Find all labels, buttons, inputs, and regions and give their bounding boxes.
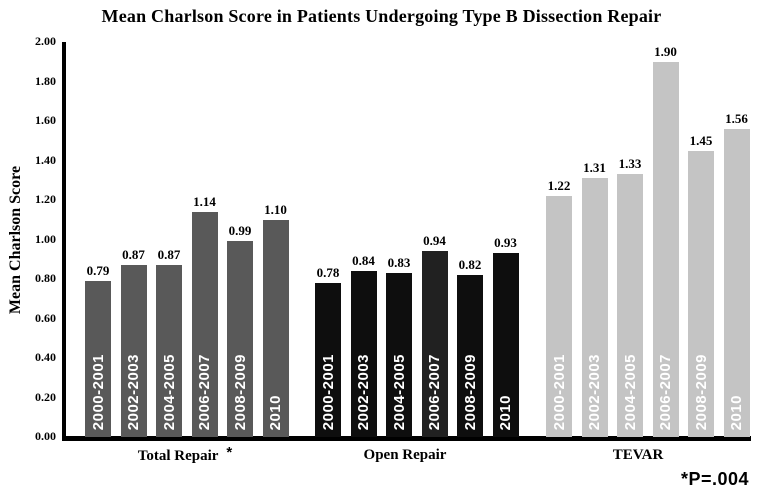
bar-category-label: 2008-2009 xyxy=(461,353,479,430)
bar-value-label: 1.33 xyxy=(618,156,642,172)
bar-category-label-wrap: 2010 xyxy=(263,395,289,430)
bar-category-label: 2006-2007 xyxy=(196,353,213,430)
bar-category-label: 2000-2001 xyxy=(550,353,568,430)
bar-value-label: 0.94 xyxy=(423,233,446,249)
y-tick-label: 1.40 xyxy=(35,152,56,167)
y-tick-label: 0.40 xyxy=(35,350,56,365)
x-axis-line xyxy=(62,436,751,441)
y-tick-label: 1.00 xyxy=(35,231,56,246)
bar-category-label-wrap: 2002-2003 xyxy=(582,354,608,430)
bar-category-label-wrap: 2008-2009 xyxy=(688,354,714,430)
significance-asterisk: * xyxy=(226,444,233,461)
bar-value-label: 1.22 xyxy=(547,178,571,194)
y-tick-label: 1.60 xyxy=(35,113,56,128)
bar: 2008-2009 xyxy=(457,275,483,437)
group-label-text: TEVAR xyxy=(612,447,664,463)
bar-category-label-wrap: 2002-2003 xyxy=(121,354,147,430)
bar-category-label: 2002-2003 xyxy=(586,353,603,430)
bar-category-label: 2000-2001 xyxy=(89,353,107,430)
y-tick-label: 0.00 xyxy=(35,429,56,444)
bar-value-label: 0.79 xyxy=(86,262,110,278)
bar: 2002-2003 xyxy=(581,178,608,437)
bar: 2000-2001 xyxy=(85,280,111,437)
bar-category-label: 2000-2001 xyxy=(319,353,337,430)
bar-category-label-wrap: 2008-2009 xyxy=(227,354,253,430)
group-label-text: Open Repair xyxy=(363,447,447,463)
bar: 2010 xyxy=(723,128,750,437)
bar-value-label: 1.45 xyxy=(689,132,713,148)
y-tick-label: 0.20 xyxy=(35,389,56,404)
bar: 2000-2001 xyxy=(546,196,572,437)
bar-category-label: 2002-2003 xyxy=(125,353,142,430)
bar: 2006-2007 xyxy=(421,251,448,437)
bar-category-label: 2004-2005 xyxy=(621,353,639,430)
bar-category-label-wrap: 2004-2005 xyxy=(386,354,412,430)
bar-category-label: 2008-2009 xyxy=(692,353,710,430)
bar-value-label: 0.93 xyxy=(494,235,517,251)
bar-category-label-wrap: 2010 xyxy=(724,395,750,430)
bar: 2008-2009 xyxy=(227,241,253,437)
y-tick-label: 2.00 xyxy=(35,34,56,49)
bar-category-label: 2006-2007 xyxy=(426,353,443,430)
bar-category-label: 2006-2007 xyxy=(657,353,674,430)
p-value-footnote: *P=.004 xyxy=(680,469,749,489)
y-tick-label: 1.20 xyxy=(35,192,56,207)
bar: 2002-2003 xyxy=(120,265,147,437)
bar: 2004-2005 xyxy=(386,273,412,437)
chart-title: Mean Charlson Score in Patients Undergoi… xyxy=(101,6,662,26)
bar-category-label-wrap: 2002-2003 xyxy=(351,354,377,430)
bar-value-label: 0.84 xyxy=(352,253,375,269)
bar: 2004-2005 xyxy=(617,174,643,437)
bar-category-label-wrap: 2000-2001 xyxy=(85,354,111,430)
group-label-tevar: TEVAR xyxy=(528,447,748,464)
bar-category-label-wrap: 2000-2001 xyxy=(315,354,341,430)
bar-category-label: 2004-2005 xyxy=(160,353,178,430)
bar-value-label: 0.82 xyxy=(458,257,482,273)
y-tick-label: 1.80 xyxy=(35,73,56,88)
bar-value-label: 1.90 xyxy=(654,43,677,59)
group-label-open-repair: Open Repair xyxy=(295,447,515,464)
group-label-text: Total Repair xyxy=(137,448,219,464)
bar: 2008-2009 xyxy=(688,150,714,437)
bar: 2004-2005 xyxy=(156,265,182,437)
bar: 2010 xyxy=(492,253,519,437)
bar-category-label-wrap: 2006-2007 xyxy=(192,354,218,430)
bar-value-label: 1.56 xyxy=(725,110,748,126)
y-tick-label: 0.60 xyxy=(35,310,56,325)
bar-category-label-wrap: 2004-2005 xyxy=(156,354,182,430)
bar-value-label: 0.87 xyxy=(122,247,145,263)
bar-value-label: 0.83 xyxy=(387,255,411,271)
bar-category-label-wrap: 2006-2007 xyxy=(653,354,679,430)
bar-value-label: 1.31 xyxy=(583,160,606,176)
bar: 2002-2003 xyxy=(350,271,377,437)
bar-category-label: 2010 xyxy=(728,394,745,430)
bar-value-label: 1.14 xyxy=(193,193,216,209)
bar: 2006-2007 xyxy=(191,211,218,437)
y-axis-line xyxy=(62,42,66,441)
bar-value-label: 0.78 xyxy=(316,264,340,280)
bar-category-label: 2002-2003 xyxy=(355,353,372,430)
bar-value-label: 0.99 xyxy=(228,223,252,239)
bar-category-label: 2004-2005 xyxy=(390,353,408,430)
bar: 2010 xyxy=(262,219,289,437)
y-tick-label: 0.80 xyxy=(35,271,56,286)
bar-category-label: 2008-2009 xyxy=(231,353,249,430)
bar-value-label: 0.87 xyxy=(157,247,181,263)
bar: 2006-2007 xyxy=(652,61,679,437)
bar-category-label-wrap: 2010 xyxy=(493,395,519,430)
bar-category-label-wrap: 2000-2001 xyxy=(546,354,572,430)
bar-category-label: 2010 xyxy=(267,394,284,430)
group-label-total-repair: Total Repair * xyxy=(75,444,295,465)
bar: 2000-2001 xyxy=(315,282,341,437)
bar-category-label-wrap: 2006-2007 xyxy=(422,354,448,430)
bar-category-label-wrap: 2008-2009 xyxy=(457,354,483,430)
bar-value-label: 1.10 xyxy=(264,201,287,217)
bar-category-label-wrap: 2004-2005 xyxy=(617,354,643,430)
bar-category-label: 2010 xyxy=(497,394,514,430)
